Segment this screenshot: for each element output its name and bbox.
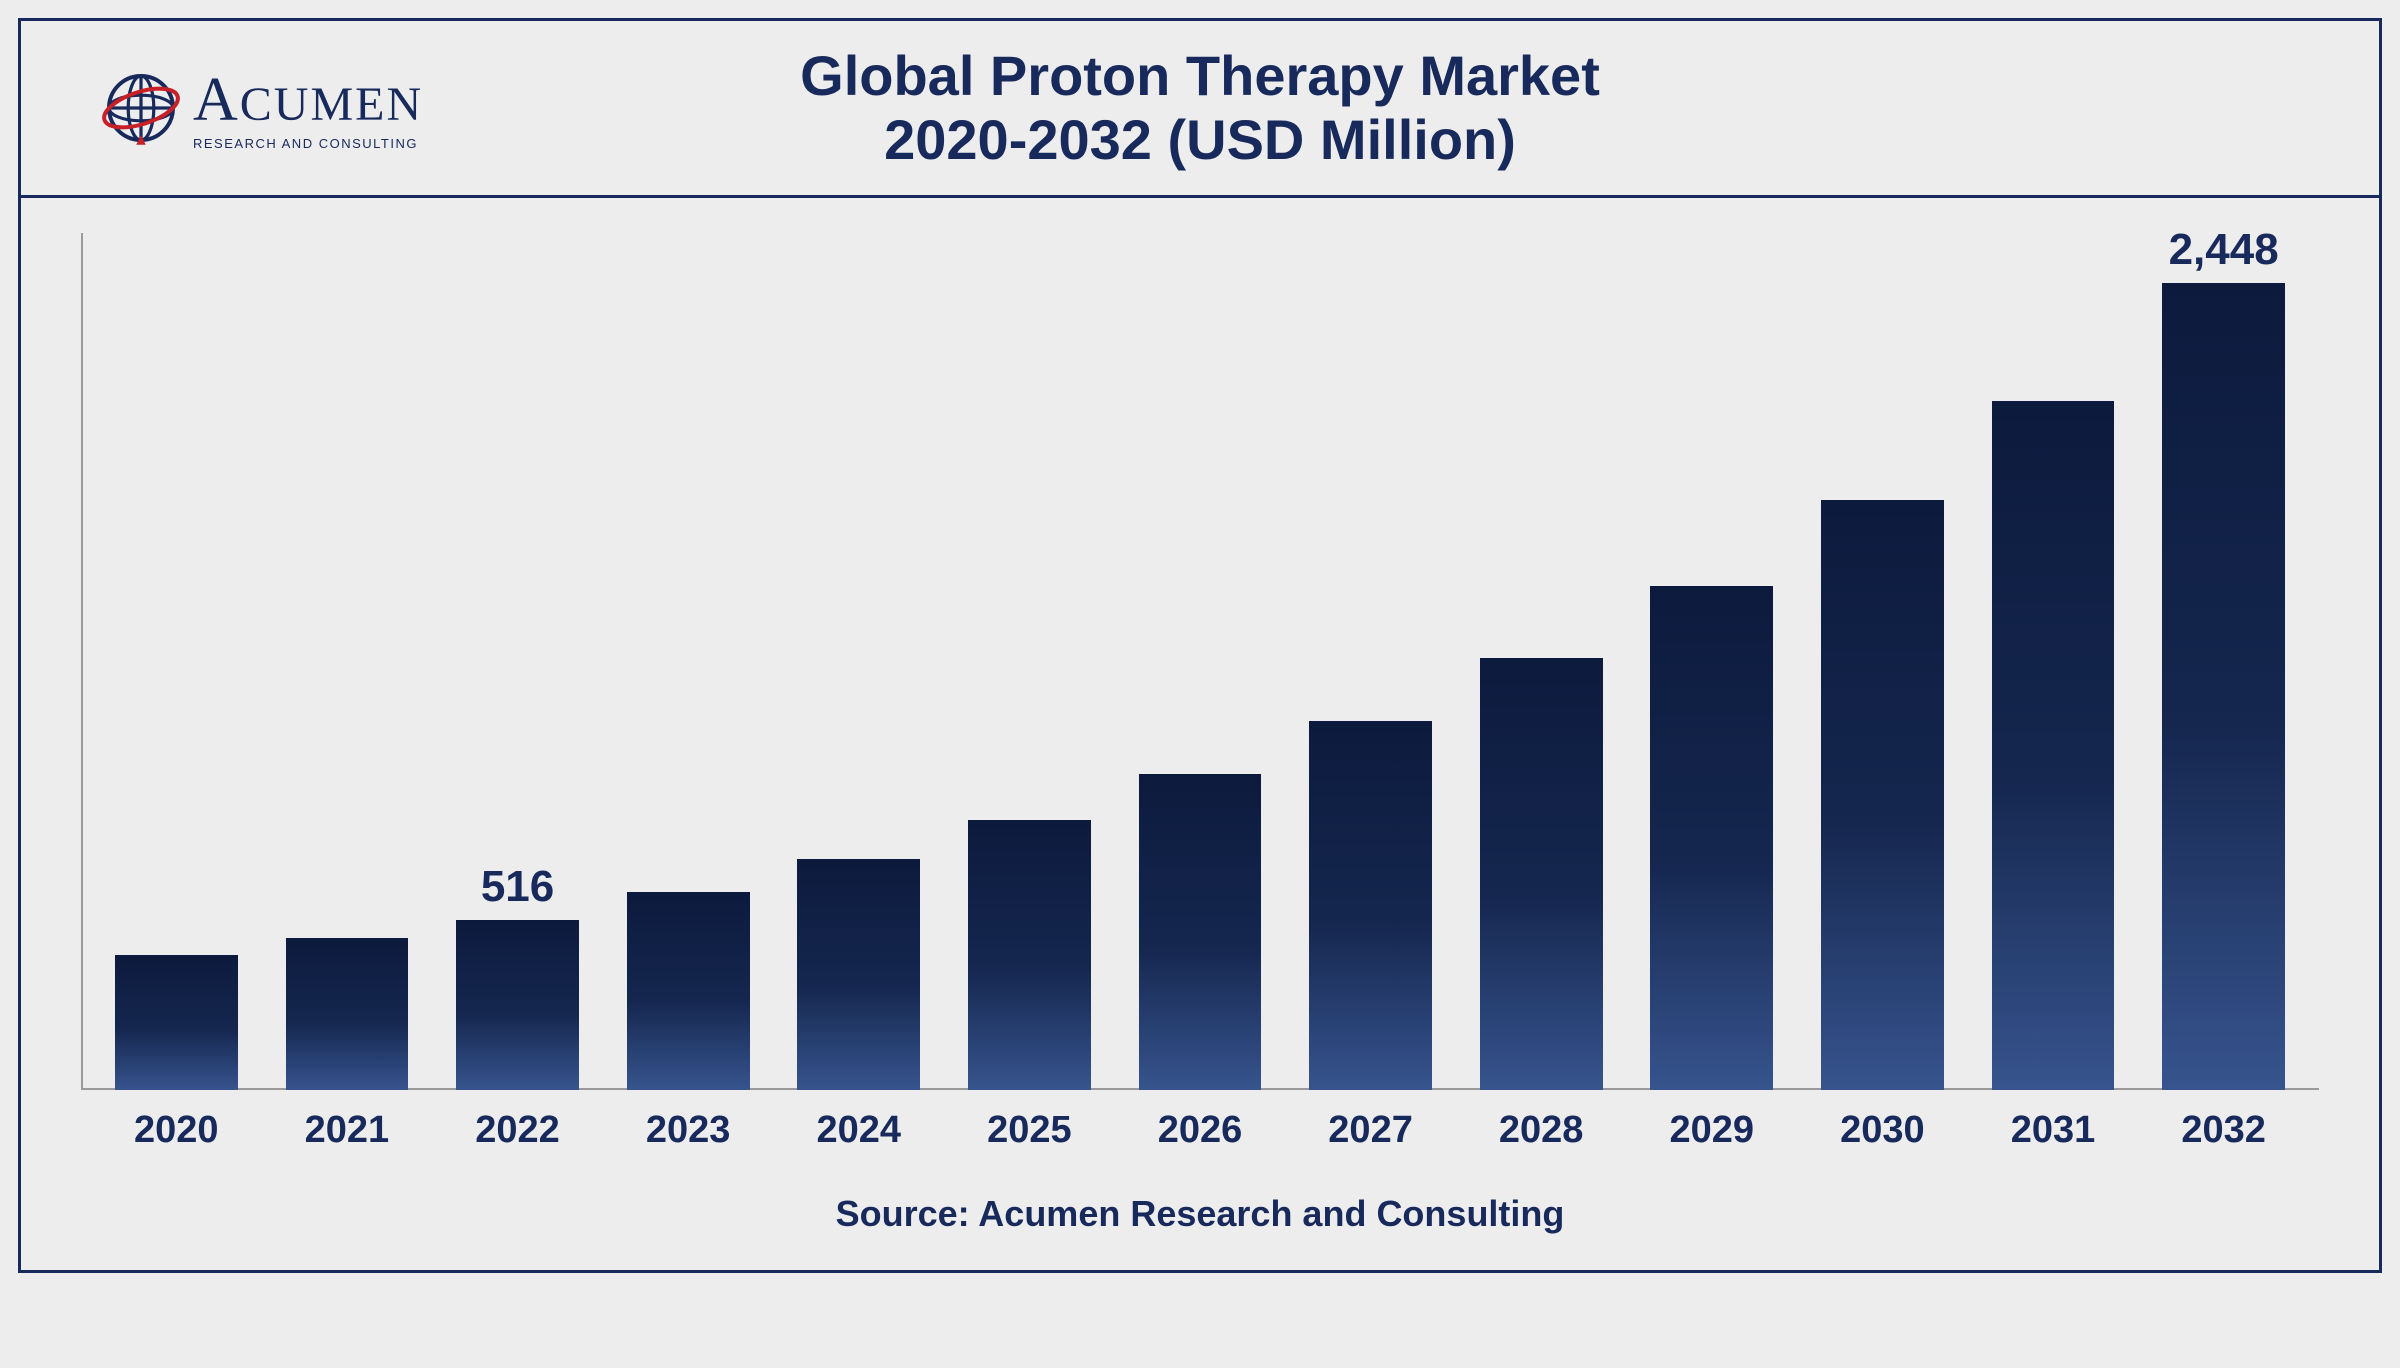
bar (286, 938, 409, 1090)
bar-value-label: 2,448 (2138, 225, 2309, 275)
bar (2162, 283, 2285, 1090)
brand-logo: ACUMEN RESEARCH AND CONSULTING (101, 65, 423, 151)
bar (627, 892, 750, 1090)
brand-first-letter: A (193, 66, 240, 134)
globe-icon (101, 68, 181, 148)
brand-text: ACUMEN RESEARCH AND CONSULTING (193, 65, 423, 151)
source-attribution: Source: Acumen Research and Consulting (21, 1193, 2379, 1235)
bar-slot (1797, 233, 1968, 1090)
bar-value-label: 516 (432, 862, 603, 912)
x-axis-label: 2022 (432, 1109, 603, 1152)
brand-rest: CUMEN (240, 78, 423, 131)
bar (1480, 658, 1603, 1090)
bar-slot: 516 (432, 233, 603, 1090)
x-axis-label: 2025 (944, 1109, 1115, 1152)
bar (1650, 586, 1773, 1090)
bar (1139, 774, 1262, 1090)
x-axis-labels: 2020202120222023202420252026202720282029… (81, 1109, 2319, 1152)
bar (1309, 721, 1432, 1090)
bar (1992, 401, 2115, 1090)
bar-slot (1456, 233, 1627, 1090)
bar (1821, 500, 1944, 1090)
x-axis-label: 2020 (91, 1109, 262, 1152)
bar-slot: 2,448 (2138, 233, 2309, 1090)
x-axis-label: 2024 (773, 1109, 944, 1152)
bar (968, 820, 1091, 1090)
x-axis-label: 2032 (2138, 1109, 2309, 1152)
brand-tagline: RESEARCH AND CONSULTING (193, 136, 423, 151)
bars-group: 516 2,448 (81, 233, 2319, 1090)
bar-slot (1285, 233, 1456, 1090)
x-axis-label: 2031 (1968, 1109, 2139, 1152)
x-axis-label: 2029 (1626, 1109, 1797, 1152)
bar (115, 955, 238, 1090)
header-bar: ACUMEN RESEARCH AND CONSULTING Global Pr… (18, 18, 2382, 198)
bar-slot (944, 233, 1115, 1090)
bar-slot (262, 233, 433, 1090)
x-axis-label: 2023 (603, 1109, 774, 1152)
bar-slot (1968, 233, 2139, 1090)
bar-slot (773, 233, 944, 1090)
bar (456, 920, 579, 1090)
plot-area: 516 2,448 (81, 233, 2319, 1090)
x-axis-label: 2021 (262, 1109, 433, 1152)
bar-slot (603, 233, 774, 1090)
page-root: ACUMEN RESEARCH AND CONSULTING Global Pr… (0, 18, 2400, 1368)
bar (797, 859, 920, 1090)
x-axis-label: 2027 (1285, 1109, 1456, 1152)
x-axis-label: 2030 (1797, 1109, 1968, 1152)
x-axis-label: 2026 (1115, 1109, 1286, 1152)
bar-slot (1626, 233, 1797, 1090)
bar-slot (91, 233, 262, 1090)
chart-container: 5162,448 2020202120222023202420252026202… (18, 198, 2382, 1273)
x-axis-label: 2028 (1456, 1109, 1627, 1152)
bar-slot (1115, 233, 1286, 1090)
